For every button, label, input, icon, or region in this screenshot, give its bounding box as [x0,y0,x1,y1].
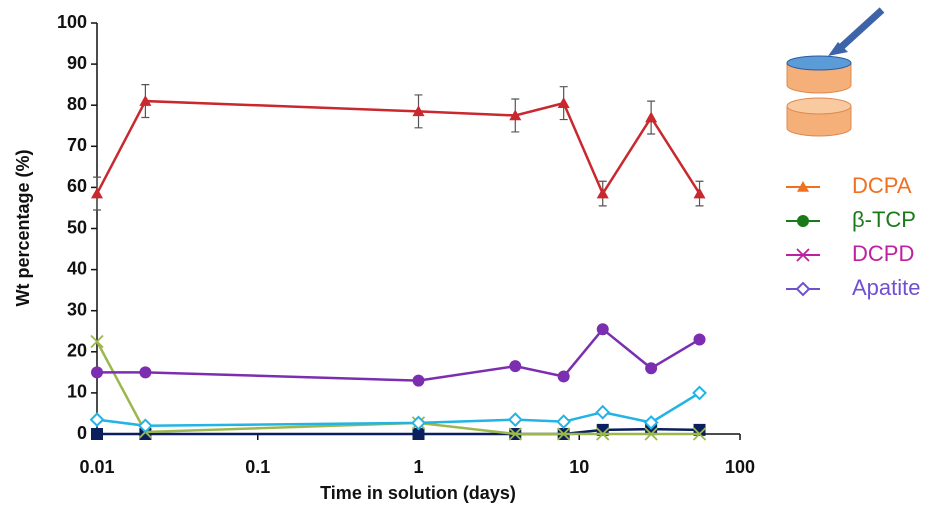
data-point [693,333,706,346]
data-point [692,385,707,401]
legend-marker [796,248,810,262]
y-tick-label: 100 [57,12,87,32]
data-point [137,418,153,434]
data-point [90,334,104,349]
y-tick-label: 50 [67,217,87,237]
x-axis-label: Time in solution (days) [320,483,516,503]
y-tick-label: 20 [67,341,87,361]
data-point [596,187,609,199]
data-point [509,109,522,121]
disc-upper-top [786,55,852,71]
x-tick-label: 10 [569,457,589,477]
legend-marker [797,181,809,192]
data-point [412,428,425,440]
data-point [139,95,152,106]
data-point [557,370,570,383]
series-line [95,99,701,197]
disc-upper [786,63,852,94]
data-point [508,427,522,441]
x-tick-label: 100 [725,457,755,477]
data-point [693,187,706,199]
data-point [595,404,611,420]
data-point [557,97,570,108]
data-point [507,412,523,428]
x-tick-label: 0.1 [245,457,270,477]
data-point [557,427,571,441]
disc-lower-top [786,97,852,115]
y-tick-label: 70 [67,135,87,155]
data-point [509,360,522,373]
x-tick-label: 1 [413,457,423,477]
data-point [411,415,426,431]
legend-label: DCPA [852,173,912,198]
y-tick-label: 10 [67,382,87,402]
arrow-head [828,42,848,56]
series-line [97,327,701,382]
sample-icon [786,7,885,137]
y-axis-label: Wt percentage (%) [13,149,33,306]
legend-marker [797,215,809,227]
y-tick-label: 90 [67,53,87,73]
y-tick-label: 0 [77,423,87,443]
y-tick-label: 30 [67,299,87,319]
data-point [412,374,425,387]
data-point [596,427,610,441]
y-tick-label: 80 [67,94,87,114]
data-point [91,366,103,379]
y-tick-label: 40 [67,258,87,278]
data-point [91,428,103,440]
arrow [835,7,885,53]
disc-lower [786,106,852,137]
data-point [596,323,609,336]
y-tick-label: 60 [67,176,87,196]
legend-marker [795,281,811,297]
data-point [89,412,105,428]
data-point [692,427,707,441]
series-line [95,340,700,436]
data-point [643,415,659,430]
data-point [645,362,658,375]
data-point [91,187,103,199]
data-point [412,105,425,117]
data-point [556,414,572,430]
legend-label: β-TCP [852,207,916,232]
data-point [645,111,658,123]
x-tick-label: 0.01 [79,457,114,477]
series-line [96,391,701,428]
data-point [644,427,658,441]
data-point [139,366,152,379]
legend-label: DCPD [852,241,914,266]
legend-label: Apatite [852,275,921,300]
